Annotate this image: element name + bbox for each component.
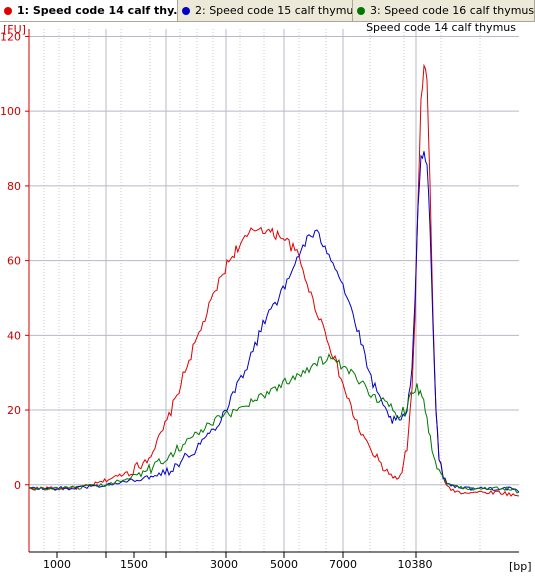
series-line-2: [28, 151, 520, 493]
x-axis-label: [bp]: [509, 560, 532, 573]
y-tick-label-40: 40: [7, 329, 21, 342]
y-tick-label-80: 80: [7, 180, 21, 193]
chart-grid: [29, 29, 519, 552]
chart-axes: [25, 29, 519, 558]
y-tick-label-0: 0: [14, 479, 21, 492]
x-tick-label-5000: 5000: [270, 558, 298, 571]
y-tick-label-100: 100: [0, 105, 21, 118]
tab-sample-3-label: 3: Speed code 16 calf thymus: [370, 4, 535, 17]
series-line-3: [28, 353, 520, 494]
sample-3-color-dot-icon: [357, 6, 365, 15]
y-tick-label-20: 20: [7, 404, 21, 417]
tab-sample-2-label: 2: Speed code 15 calf thymus: [195, 4, 353, 17]
x-tick-label-10380: 10380: [398, 558, 433, 571]
sample-2-color-dot-icon: [182, 6, 190, 15]
tab-sample-1[interactable]: 1: Speed code 14 calf thy...: [0, 0, 178, 21]
chart-series: [28, 63, 520, 497]
x-tick-label-1000: 1000: [43, 558, 71, 571]
x-tick-label-1500: 1500: [120, 558, 148, 571]
sample-1-color-dot-icon: [4, 6, 12, 15]
y-tick-labels: 0 20 40 60 80 100 120: [0, 30, 21, 491]
x-tick-label-3000: 3000: [210, 558, 238, 571]
chart-title: Speed code 14 calf thymus: [366, 21, 516, 34]
tab-sample-3[interactable]: 3: Speed code 16 calf thymus: [353, 0, 535, 21]
y-axis-label: [FU]: [3, 23, 26, 36]
sample-tab-bar: 1: Speed code 14 calf thy... 2: Speed co…: [0, 0, 535, 22]
tab-sample-2[interactable]: 2: Speed code 15 calf thymus: [178, 0, 353, 21]
x-tick-label-7000: 7000: [329, 558, 357, 571]
x-tick-labels: 1000 1500 3000 5000 7000 10380: [43, 558, 433, 571]
electropherogram-chart: 0 20 40 60 80 100 120 1000 1500 3000 5000 7000 1038…: [0, 21, 532, 573]
y-tick-label-60: 60: [7, 255, 21, 268]
tab-sample-1-label: 1: Speed code 14 calf thy...: [17, 4, 178, 17]
y-tick-label-120: 120: [0, 30, 21, 43]
series-line-1: [28, 63, 520, 497]
